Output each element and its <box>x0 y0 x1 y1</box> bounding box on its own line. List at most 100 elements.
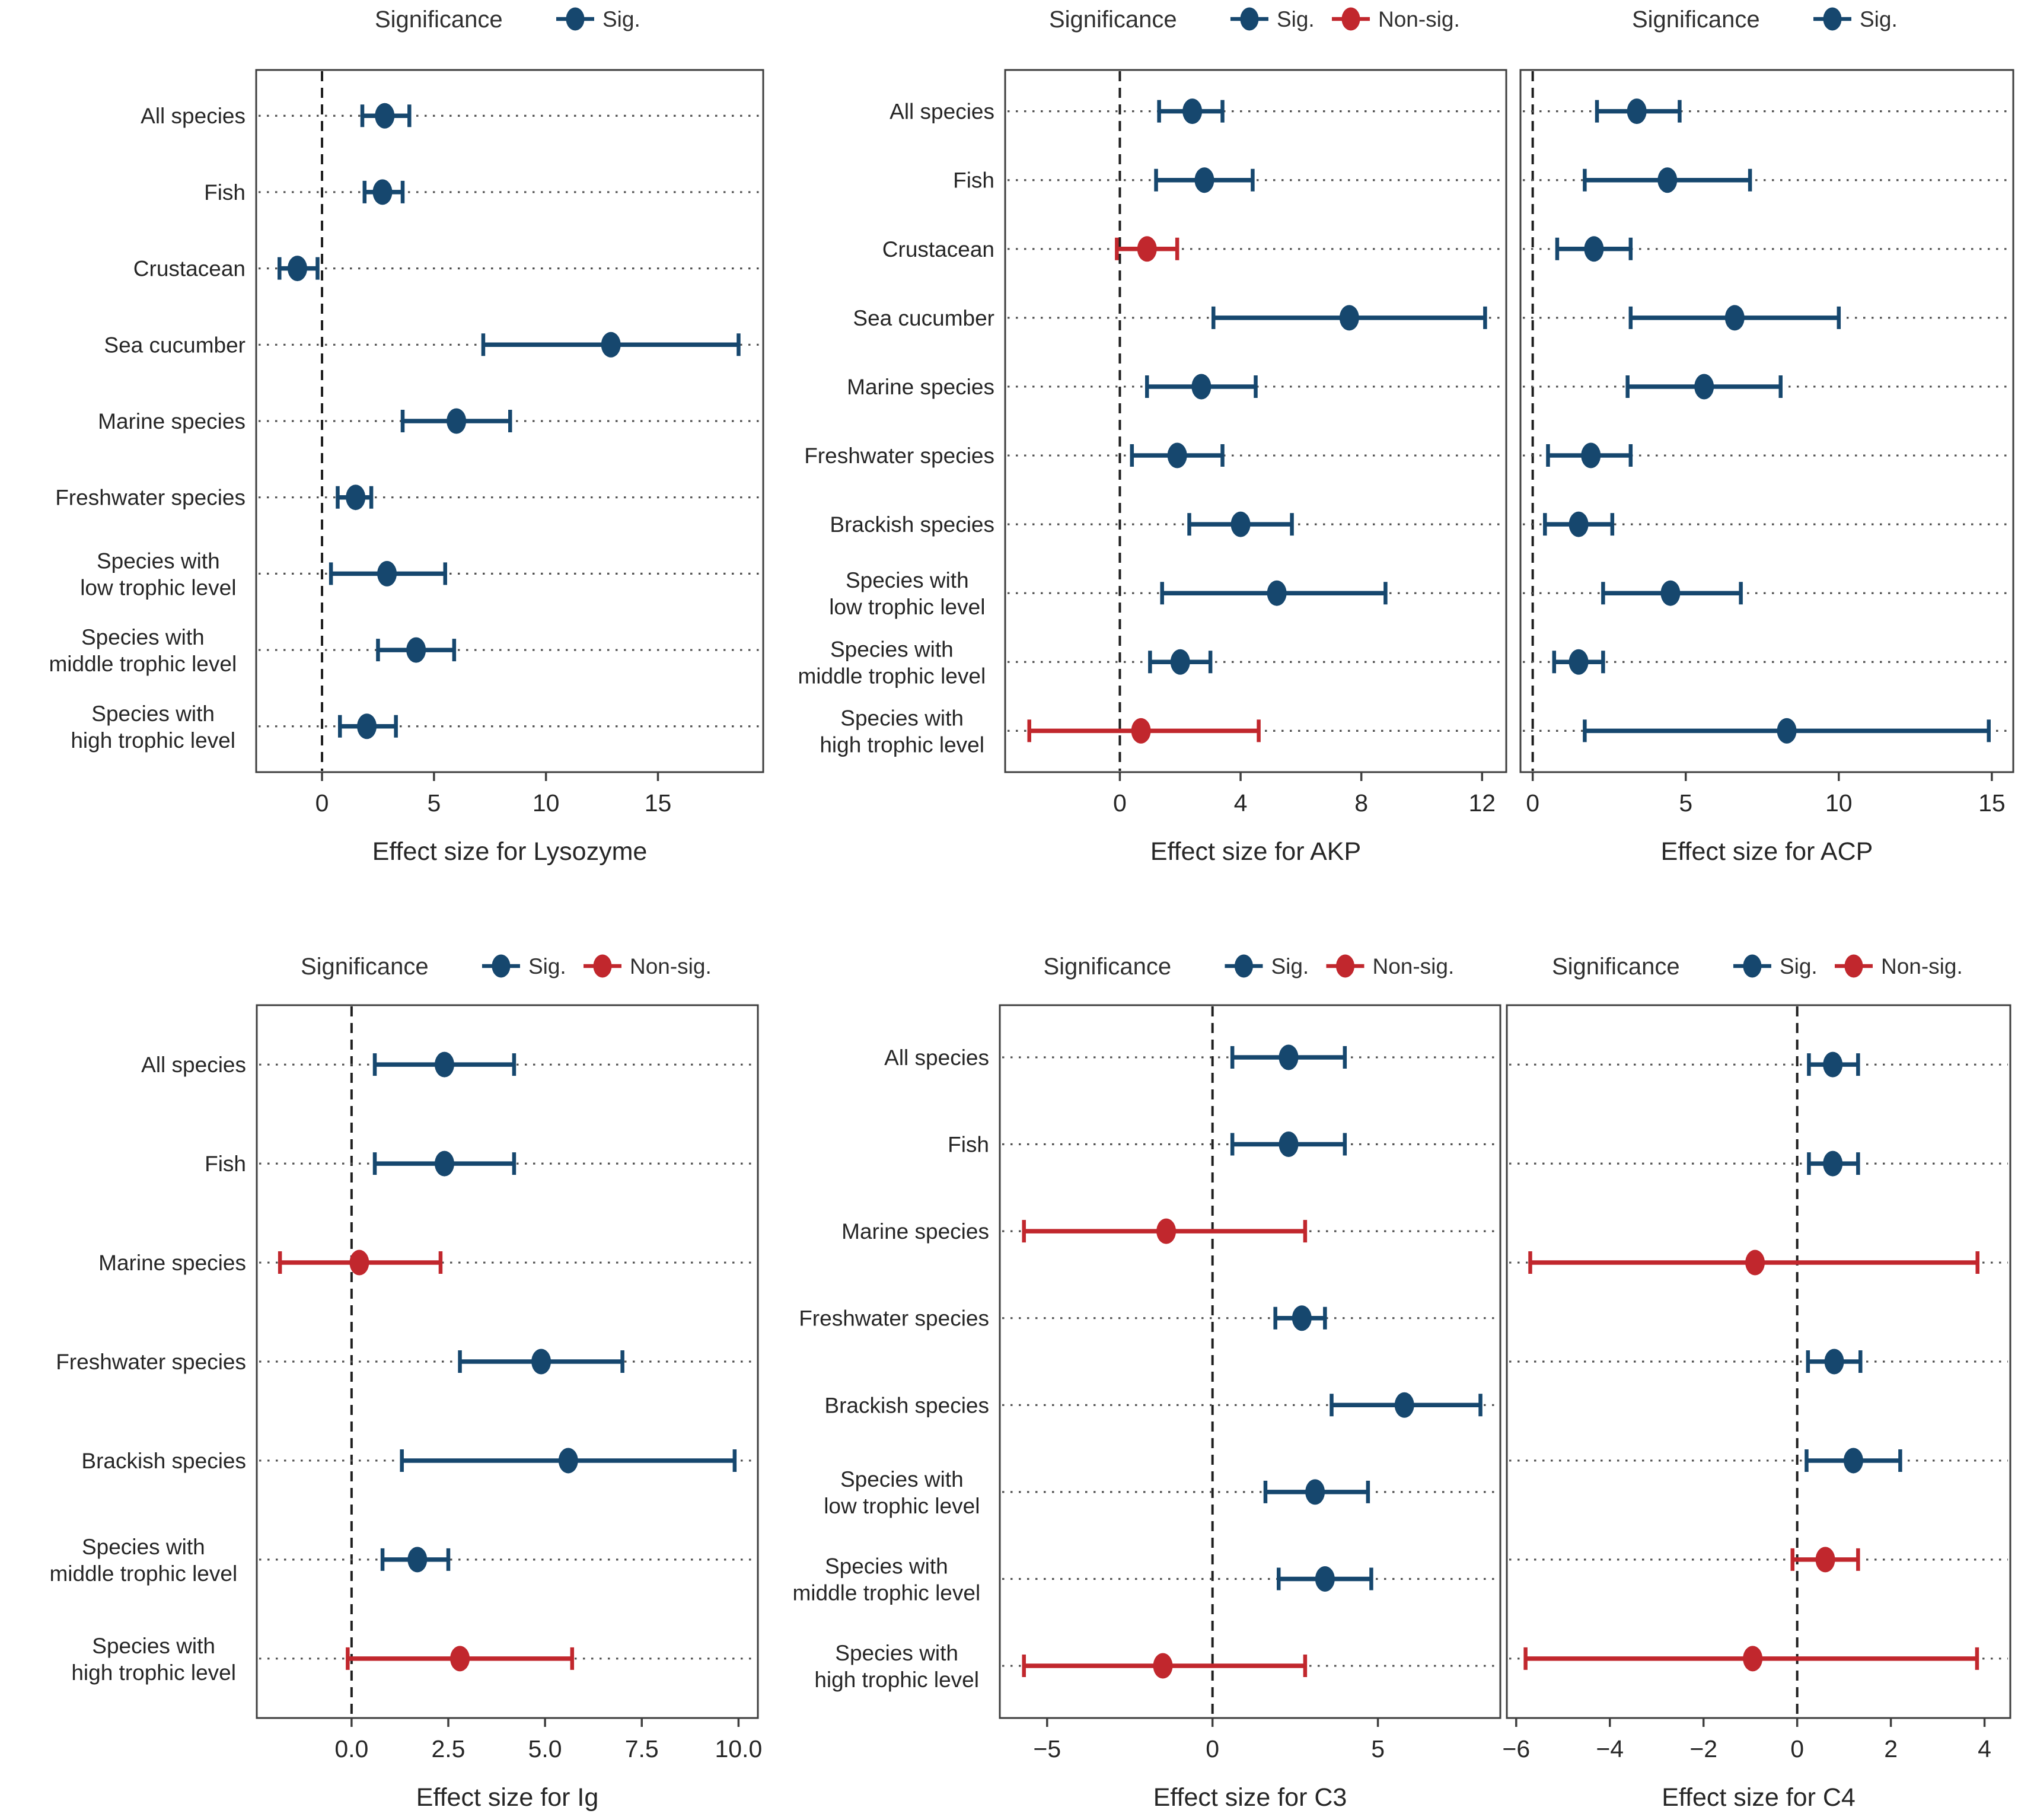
row-label: middle trophic level <box>49 652 237 676</box>
point-estimate <box>1156 1218 1177 1244</box>
forest-row: Freshwater species <box>55 485 761 511</box>
x-axis-title: Effect size for AKP <box>1150 837 1361 866</box>
legend-item-label: Sig. <box>528 954 566 978</box>
legend-item-label: Sig. <box>602 7 640 31</box>
point-estimate <box>434 1051 454 1078</box>
point-estimate <box>1745 1250 1765 1276</box>
row-label: Sea cucumber <box>853 306 994 330</box>
x-axis-title: Effect size for C4 <box>1662 1783 1856 1812</box>
x-axis-title: Effect size for Ig <box>416 1783 599 1812</box>
point-estimate <box>1843 1448 1863 1474</box>
row-label: high trophic level <box>814 1668 979 1692</box>
forest-row <box>1523 236 2011 262</box>
row-label: middle trophic level <box>792 1580 980 1605</box>
legend-title: Significance <box>301 954 429 980</box>
legend-item-label: Sig. <box>1780 954 1818 978</box>
legend-akp: Significance Sig. Non-sig. <box>1049 7 1460 33</box>
point-estimate <box>1627 98 1647 125</box>
forest-row: Brackish species <box>81 1448 755 1474</box>
point-estimate <box>531 1349 551 1375</box>
row-label: high trophic level <box>71 728 235 753</box>
forest-row <box>1523 98 2011 125</box>
forest-row: Fish <box>953 167 1504 193</box>
row-label: Marine species <box>98 409 246 434</box>
forest-row <box>1509 1349 2008 1375</box>
legend-item-label: Non-sig. <box>1372 954 1454 978</box>
x-tick-label: 0 <box>1206 1735 1219 1762</box>
legend-title: Significance <box>375 7 503 33</box>
forest-row: All species <box>141 103 761 129</box>
point-estimate <box>287 256 307 282</box>
legend-title: Significance <box>1049 7 1177 33</box>
forest-row: All species <box>141 1051 755 1078</box>
legend-item-sig: Sig. <box>1230 7 1315 31</box>
x-axis-title: Effect size for Lysozyme <box>372 837 648 866</box>
point-estimate <box>407 1547 428 1573</box>
x-tick-label: 0 <box>315 789 329 817</box>
x-tick-label: 2 <box>1884 1735 1898 1762</box>
legend-title: Significance <box>1552 954 1680 980</box>
legend-item-sig: Sig. <box>482 954 566 978</box>
x-tick-label: −2 <box>1689 1735 1717 1762</box>
point-estimate <box>450 1646 470 1672</box>
x-tick-label: 0 <box>1790 1735 1804 1762</box>
legend-c3: Significance Sig. Non-sig. <box>1043 954 1454 980</box>
row-label: Brackish species <box>824 1393 989 1417</box>
row-label: Species with <box>830 637 954 661</box>
point-estimate <box>1657 167 1678 193</box>
x-tick-label: 5.0 <box>528 1735 562 1762</box>
row-label: All species <box>884 1046 989 1070</box>
forest-row <box>1523 718 2011 744</box>
point-estimate <box>1315 1566 1335 1592</box>
x-tick-label: 10 <box>533 789 560 817</box>
legend-item-label: Sig. <box>1860 7 1898 31</box>
x-tick-label: −5 <box>1033 1735 1061 1762</box>
forest-row <box>1509 1646 2008 1672</box>
panel-ig: 0.0 2.5 5.0 7.5 10.0 Effect size for Ig All sp… <box>49 954 762 1812</box>
legend-item-sig: Sig. <box>556 7 640 31</box>
forest-row: Marine species <box>98 1250 755 1276</box>
row-label: Fish <box>953 168 994 193</box>
forest-row: Species with low trophic level <box>829 568 1504 619</box>
forest-row: Fish <box>948 1131 1498 1158</box>
row-label: Sea cucumber <box>104 333 246 357</box>
point-estimate <box>1743 1646 1763 1672</box>
x-tick-label: −6 <box>1502 1735 1530 1762</box>
point-estimate <box>1394 1392 1414 1418</box>
legend-point-icon <box>1234 954 1253 978</box>
row-label: Crustacean <box>133 257 246 281</box>
x-tick-label: 2.5 <box>431 1735 465 1762</box>
legend-item-nonsig: Non-sig. <box>583 954 712 978</box>
forest-row: Freshwater species <box>56 1349 755 1375</box>
forest-row <box>1523 305 2011 331</box>
point-estimate <box>1153 1653 1173 1679</box>
point-estimate <box>1815 1547 1835 1573</box>
forest-row <box>1509 1448 2008 1474</box>
x-tick-label: −4 <box>1596 1735 1624 1762</box>
forest-row <box>1509 1051 2008 1078</box>
x-tick-label: 0.0 <box>334 1735 368 1762</box>
point-estimate <box>601 332 621 358</box>
legend-item-label: Non-sig. <box>1378 7 1460 31</box>
point-estimate <box>1267 580 1287 606</box>
panel-c3: −5 0 5 Effect size for C3 All species Fish Mar… <box>792 954 1501 1812</box>
point-estimate <box>1660 580 1681 606</box>
legend-item-label: Non-sig. <box>1881 954 1963 978</box>
forest-row: Freshwater species <box>804 442 1504 468</box>
legend-item-nonsig: Non-sig. <box>1834 954 1963 978</box>
forest-row: Marine species <box>847 374 1504 400</box>
point-estimate <box>1339 305 1359 331</box>
legend-item-sig: Sig. <box>1733 954 1818 978</box>
panel-border <box>1004 69 1507 773</box>
legend-title: Significance <box>1632 7 1760 33</box>
x-tick-label: 15 <box>1978 789 2006 817</box>
row-label: Species with <box>846 568 969 592</box>
x-tick-label: 8 <box>1354 789 1368 817</box>
row-label: Marine species <box>98 1251 246 1275</box>
forest-row: Crustacean <box>133 256 761 282</box>
row-label: Species with <box>840 706 964 730</box>
x-tick-label: 10 <box>1825 789 1853 817</box>
